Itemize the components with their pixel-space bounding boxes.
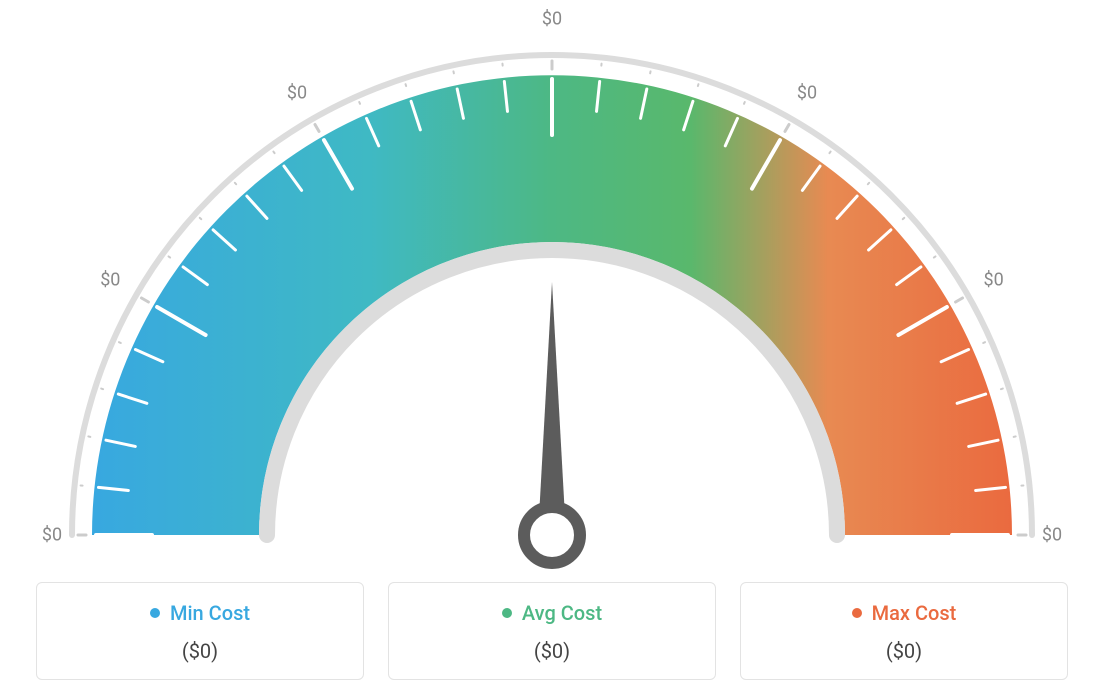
legend-title-max: Max Cost [852,601,957,625]
legend-label-avg: Avg Cost [522,601,602,625]
legend-card-avg: Avg Cost ($0) [388,582,716,680]
gauge-area: $0 $0 $0 $0 $0 $0 $0 [0,0,1104,560]
legend-card-min: Min Cost ($0) [36,582,364,680]
gauge-svg [0,0,1104,575]
gauge-scale-label: $0 [984,270,1004,291]
gauge-chart-container: $0 $0 $0 $0 $0 $0 $0 Min Cost ($0) Avg Cost ($… [0,0,1104,690]
legend-value-max: ($0) [751,639,1057,663]
gauge-scale-label: $0 [287,83,307,104]
legend-value-avg: ($0) [399,639,705,663]
legend-value-min: ($0) [47,639,353,663]
legend-label-min: Min Cost [170,601,250,625]
legend-title-avg: Avg Cost [502,601,602,625]
legend-label-max: Max Cost [872,601,957,625]
legend-card-max: Max Cost ($0) [740,582,1068,680]
gauge-scale-label: $0 [797,83,817,104]
dot-icon-min [150,608,160,618]
legend-row: Min Cost ($0) Avg Cost ($0) Max Cost ($0… [36,582,1068,680]
gauge-scale-label: $0 [42,525,62,546]
dot-icon-max [852,608,862,618]
gauge-scale-label: $0 [542,9,562,30]
dot-icon-avg [502,608,512,618]
gauge-scale-label: $0 [1042,525,1062,546]
legend-title-min: Min Cost [150,601,250,625]
gauge-scale-label: $0 [100,270,120,291]
